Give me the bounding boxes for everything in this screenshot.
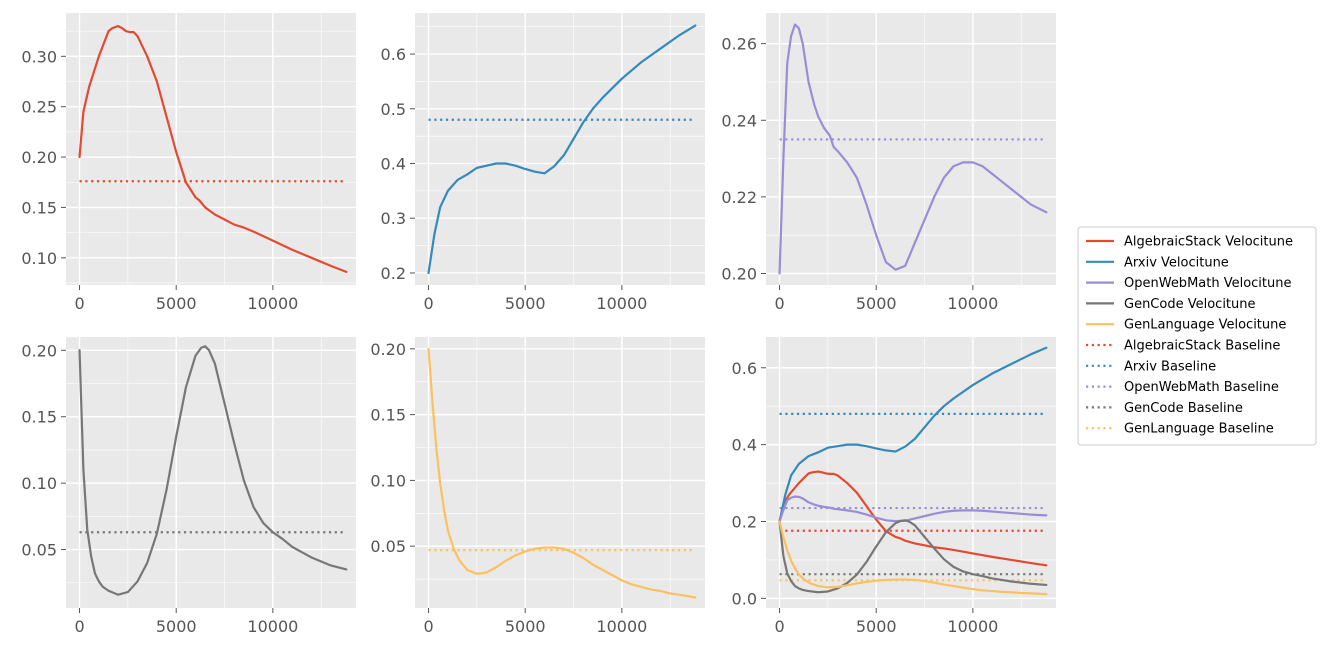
x-tick-label: 0 — [74, 617, 84, 636]
y-tick-label: 0.10 — [370, 471, 406, 490]
series-line-genlanguage-velocitune — [427, 347, 697, 599]
y-tick-label: 0.05 — [21, 541, 57, 560]
panel-top-right: 0 5000 10000 0.20 0.22 0.24 0.26 — [721, 13, 1056, 313]
y-tick-label: 0.26 — [721, 35, 757, 54]
legend-label: GenLanguage Baseline — [1124, 422, 1274, 437]
legend-label: OpenWebMath Baseline — [1124, 380, 1279, 395]
y-tick-label: 0.2 — [381, 264, 406, 283]
legend-label: GenLanguage Velocitune — [1124, 318, 1286, 333]
y-tick-label: 0.10 — [21, 474, 57, 493]
x-tick-label: 5000 — [505, 294, 546, 313]
panel-background — [766, 13, 1056, 285]
panel-top-middle: 0 5000 10000 0.2 0.3 0.4 0.5 0.6 — [381, 13, 705, 313]
series-line-arxiv-velocitune — [778, 346, 1048, 523]
x-tick-label: 10000 — [596, 294, 647, 313]
y-tick-label: 0.3 — [381, 209, 406, 228]
y-tick-label: 0.20 — [721, 265, 757, 284]
y-tick-label: 0.6 — [381, 45, 406, 64]
x-tick-label: 0 — [74, 294, 84, 313]
legend-label: GenCode Baseline — [1124, 401, 1243, 416]
x-tick-label: 5000 — [156, 617, 197, 636]
y-tick-label: 0.30 — [21, 47, 57, 66]
series-line-openwebmath-velocitune — [778, 23, 1048, 275]
legend-label: AlgebraicStack Baseline — [1124, 339, 1280, 354]
y-tick-label: 0.15 — [370, 406, 406, 425]
legend-label: OpenWebMath Velocitune — [1124, 276, 1292, 291]
y-tick-label: 0.0 — [732, 589, 757, 608]
y-tick-label: 0.05 — [370, 537, 406, 556]
x-tick-label: 5000 — [856, 294, 897, 313]
y-tick-label: 0.6 — [732, 359, 757, 378]
y-tick-label: 0.4 — [381, 155, 406, 174]
series-line-algebraicstack-velocitune — [778, 470, 1048, 567]
y-tick-label: 0.4 — [732, 436, 757, 455]
legend-label: Arxiv Velocitune — [1124, 255, 1229, 270]
x-tick-label: 0 — [774, 294, 784, 313]
series-line-openwebmath-velocitune — [778, 495, 1048, 523]
x-tick-label: 10000 — [947, 294, 998, 313]
legend-label: AlgebraicStack Velocitune — [1124, 235, 1293, 250]
y-tick-label: 0.2 — [732, 513, 757, 532]
legend: AlgebraicStack Velocitune Arxiv Velocitun… — [1077, 226, 1317, 446]
series-line-genlanguage-velocitune — [778, 520, 1048, 596]
y-tick-label: 0.24 — [721, 111, 757, 130]
series-line-gencode-velocitune — [78, 345, 348, 596]
x-tick-label: 10000 — [596, 617, 647, 636]
panel-background — [415, 13, 705, 285]
series-line-gencode-velocitune — [778, 519, 1048, 594]
y-tick-label: 0.10 — [21, 249, 57, 268]
y-tick-label: 0.15 — [21, 198, 57, 217]
panel-bottom-middle: 0 5000 10000 0.05 0.10 0.15 0.20 — [370, 337, 705, 636]
panel-bottom-left: 0 5000 10000 0.05 0.10 0.15 0.20 — [21, 337, 356, 636]
x-tick-label: 10000 — [947, 617, 998, 636]
legend-frame — [1077, 226, 1317, 446]
legend-label: Arxiv Baseline — [1124, 359, 1216, 374]
panel-background — [66, 337, 356, 608]
y-tick-label: 0.20 — [21, 341, 57, 360]
panel-background — [66, 13, 356, 285]
legend-label: GenCode Velocitune — [1124, 297, 1256, 312]
x-tick-label: 10000 — [247, 617, 298, 636]
x-tick-label: 10000 — [247, 294, 298, 313]
y-tick-label: 0.5 — [381, 100, 406, 119]
x-tick-label: 5000 — [856, 617, 897, 636]
y-tick-label: 0.15 — [21, 408, 57, 427]
x-tick-label: 5000 — [156, 294, 197, 313]
y-tick-label: 0.22 — [721, 188, 757, 207]
x-tick-label: 5000 — [505, 617, 546, 636]
panel-background — [415, 337, 705, 608]
x-tick-label: 0 — [423, 617, 433, 636]
series-line-algebraicstack-velocitune — [78, 25, 348, 273]
panel-bottom-right: 0 5000 10000 0.0 0.2 0.4 0.6 — [732, 337, 1056, 636]
y-tick-label: 0.20 — [370, 340, 406, 359]
series-line-arxiv-velocitune — [427, 24, 697, 275]
y-tick-label: 0.20 — [21, 148, 57, 167]
x-tick-label: 0 — [423, 294, 433, 313]
x-tick-label: 0 — [774, 617, 784, 636]
y-tick-label: 0.25 — [21, 98, 57, 117]
panel-top-left: 0 5000 10000 0.10 0.15 0.20 0.25 0.30 — [21, 13, 356, 313]
